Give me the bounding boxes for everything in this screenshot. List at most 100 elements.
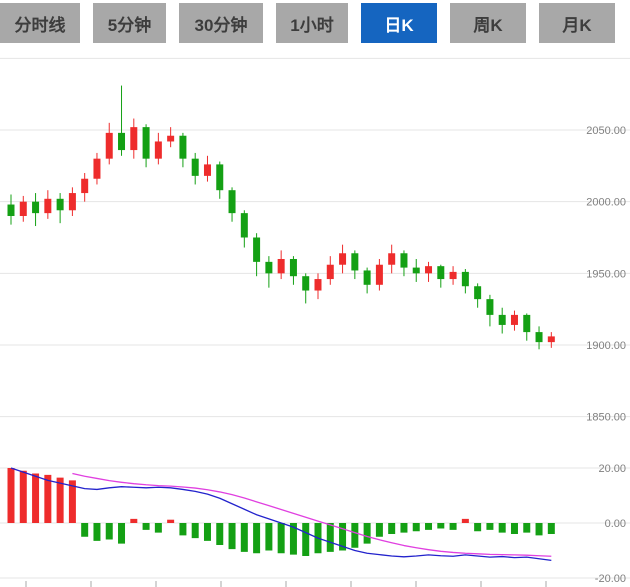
- candle-body: [81, 178, 89, 194]
- dea-line: [72, 472, 552, 557]
- tab-daily-k[interactable]: 日K: [361, 3, 437, 43]
- candle-body: [523, 314, 531, 333]
- candle-body: [412, 267, 420, 274]
- candle-body: [167, 135, 175, 142]
- candle-body: [228, 190, 236, 214]
- macd-bar: [547, 523, 555, 534]
- candle-body: [130, 127, 138, 151]
- macd-histogram: [7, 468, 555, 556]
- macd-bar: [388, 523, 396, 534]
- interval-tabbar: 分时线 5分钟 30分钟 1小时 日K 周K 月K: [0, 3, 615, 43]
- macd-bar: [277, 523, 285, 554]
- macd-bar: [339, 523, 347, 551]
- candle-body: [32, 201, 40, 214]
- axis-labels: 2050.00 2000.00 1950.00 1900.00 1850.00 20.00…: [586, 125, 626, 585]
- candle-body: [191, 158, 199, 176]
- candle-body: [449, 271, 457, 280]
- candle-body: [425, 266, 433, 274]
- candle-body: [7, 204, 15, 216]
- candle-body: [474, 286, 482, 300]
- macd-bar: [130, 518, 138, 523]
- candle-body: [216, 164, 224, 191]
- macd-bar: [363, 523, 371, 544]
- macd-bar: [412, 523, 420, 532]
- macd-bar: [191, 523, 199, 539]
- candle-body: [277, 258, 285, 274]
- candle-body: [265, 261, 273, 274]
- macd-bar: [93, 523, 101, 541]
- candle-body: [142, 127, 150, 159]
- candle-body: [400, 253, 408, 268]
- price-axis-label: 1850.00: [586, 412, 626, 424]
- macd-bar: [118, 523, 126, 544]
- macd-bar: [179, 523, 187, 536]
- macd-bar: [486, 523, 494, 530]
- candle-body: [253, 237, 261, 262]
- macd-bar: [253, 523, 261, 554]
- dif-line: [10, 467, 552, 562]
- candle-body: [93, 158, 101, 179]
- macd-bar: [19, 470, 27, 523]
- candle-body: [179, 135, 187, 159]
- macd-bar: [523, 523, 531, 533]
- tab-5min[interactable]: 5分钟: [93, 3, 166, 43]
- macd-lines: [10, 467, 552, 562]
- macd-bar: [510, 523, 518, 534]
- macd-bar: [216, 523, 224, 545]
- macd-axis-label: 0.00: [605, 518, 626, 530]
- macd-bar: [105, 523, 113, 540]
- candle-body: [105, 132, 113, 159]
- candle-body: [375, 264, 383, 285]
- tab-monthly-k[interactable]: 月K: [539, 3, 615, 43]
- macd-bar: [32, 473, 40, 523]
- candle-body: [339, 253, 347, 265]
- price-axis-label: 2000.00: [586, 197, 626, 209]
- candles: [7, 85, 555, 350]
- candle-body: [154, 141, 162, 159]
- macd-bar: [425, 523, 433, 530]
- macd-bar: [68, 480, 76, 523]
- macd-bar: [289, 523, 297, 555]
- macd-bar: [474, 523, 482, 532]
- candle-body: [388, 253, 396, 265]
- tab-timeline[interactable]: 分时线: [0, 3, 80, 43]
- price-axis-label: 1950.00: [586, 268, 626, 280]
- tab-30min[interactable]: 30分钟: [179, 3, 263, 43]
- macd-bar: [154, 523, 162, 533]
- candle-body: [19, 201, 27, 216]
- candle-body: [118, 132, 126, 151]
- price-axis-label: 2050.00: [586, 125, 626, 137]
- candle-body: [314, 279, 322, 291]
- candle-body: [535, 332, 543, 343]
- macd-axis-label: -20.00: [595, 573, 626, 585]
- candle-body: [68, 193, 76, 211]
- macd-bar: [302, 523, 310, 556]
- grid-lines: [0, 57, 630, 579]
- candle-body: [498, 314, 506, 325]
- candle-body: [547, 336, 555, 343]
- tab-1hour[interactable]: 1小时: [276, 3, 348, 43]
- macd-bar: [498, 523, 506, 533]
- candle-body: [289, 258, 297, 277]
- macd-bar: [265, 523, 273, 551]
- macd-bar: [81, 523, 89, 537]
- tab-weekly-k[interactable]: 周K: [450, 3, 526, 43]
- macd-bar: [326, 523, 334, 552]
- candle-body: [363, 270, 371, 285]
- candle-body: [437, 266, 445, 280]
- x-axis-ticks: [25, 581, 547, 587]
- macd-bar: [240, 523, 248, 552]
- candle-body: [44, 198, 52, 214]
- macd-bar: [142, 523, 150, 530]
- macd-bar: [351, 523, 359, 548]
- macd-bar: [375, 523, 383, 537]
- candle-body: [461, 271, 469, 287]
- candle-body: [510, 314, 518, 325]
- macd-bar: [437, 523, 445, 529]
- candle-body: [486, 299, 494, 315]
- macd-bar: [228, 523, 236, 550]
- macd-axis-label: 20.00: [598, 463, 626, 475]
- macd-bar: [535, 523, 543, 536]
